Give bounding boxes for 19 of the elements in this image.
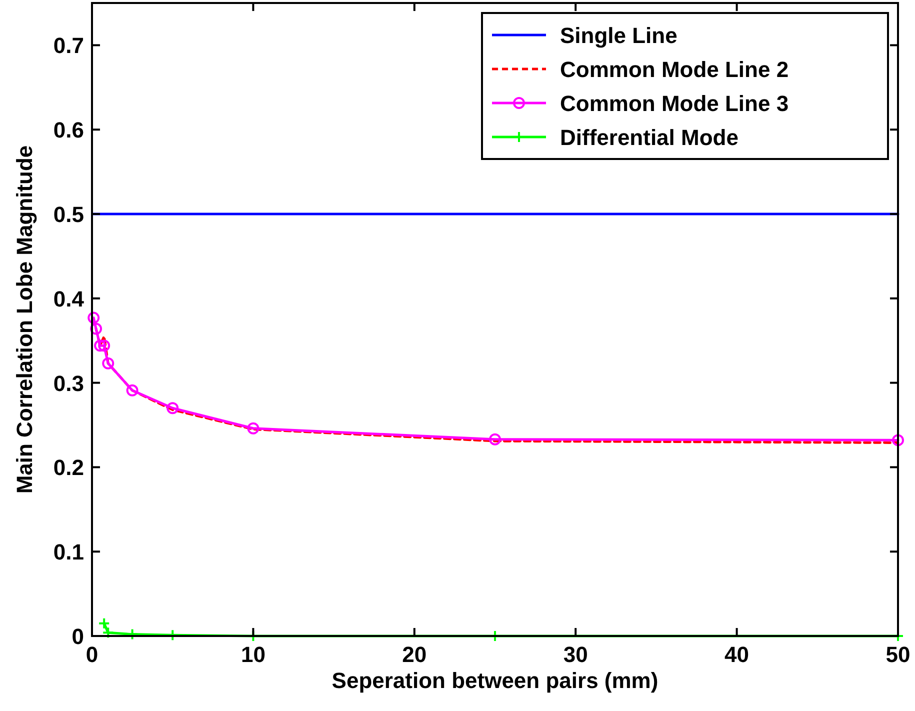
y-axis-title: Main Correlation Lobe Magnitude — [12, 145, 37, 494]
y-tick-label: 0 — [72, 624, 84, 649]
y-tick-label: 0.6 — [53, 118, 84, 143]
y-tick-label: 0.4 — [53, 286, 85, 312]
x-tick-label: 20 — [402, 642, 427, 667]
y-tick-label: 0.3 — [53, 370, 84, 396]
legend-label: Common Mode Line 2 — [560, 57, 789, 82]
y-tick-label: 0.7 — [53, 33, 84, 58]
x-axis-title: Seperation between pairs (mm) — [332, 668, 658, 693]
y-tick-label: 0.5 — [53, 202, 84, 227]
x-tick-label: 30 — [563, 642, 588, 667]
y-tick-label: 0.1 — [53, 540, 84, 565]
x-tick-label: 10 — [240, 642, 266, 667]
legend-label: Differential Mode — [560, 125, 738, 150]
y-tick-label: 0.2 — [53, 455, 84, 480]
x-tick-label: 50 — [886, 642, 910, 667]
legend-label: Single Line — [560, 23, 678, 48]
legend-label: Common Mode Line 3 — [560, 91, 789, 116]
x-tick-label: 40 — [724, 642, 750, 667]
